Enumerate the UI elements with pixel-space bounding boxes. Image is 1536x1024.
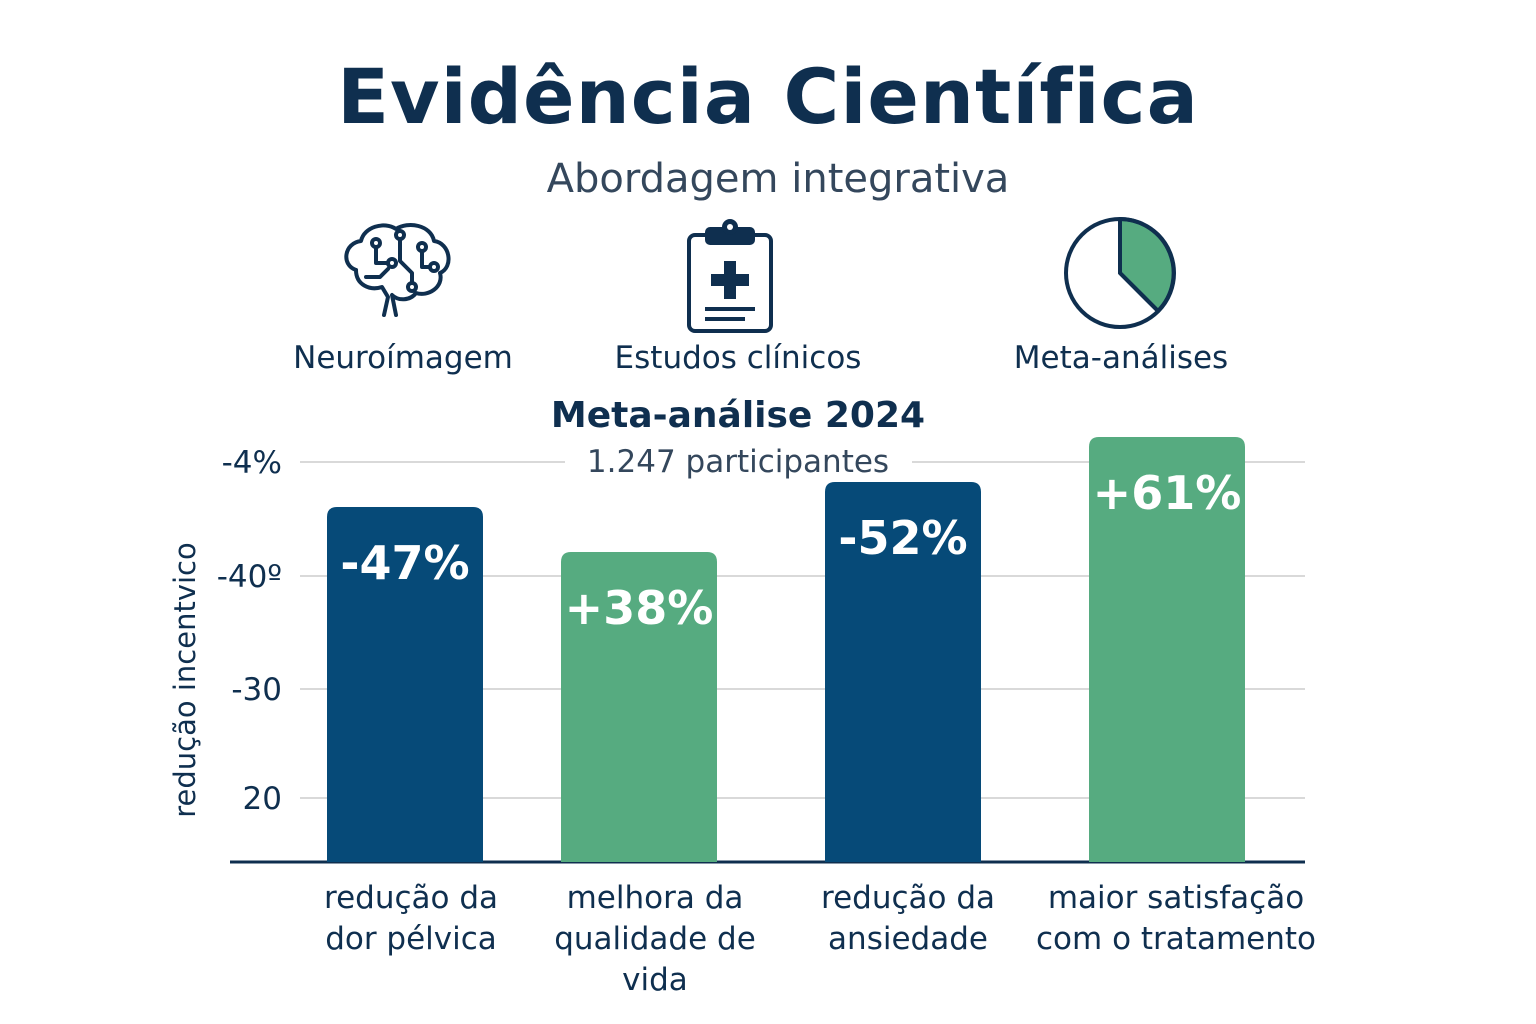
bar xyxy=(561,552,717,862)
x-category-label-line: qualidade de xyxy=(554,921,756,957)
x-category-label-line: maior satisfação xyxy=(1048,880,1304,916)
pie-chart-icon xyxy=(1064,217,1176,329)
x-category-label: redução da dor pélvica xyxy=(324,880,498,957)
page-title: Evidência Científica xyxy=(337,52,1199,141)
bar xyxy=(327,507,483,862)
y-axis-label: redução incentvico xyxy=(168,542,202,817)
chart-subtitle: 1.247 participantes xyxy=(587,444,889,480)
bar-value-label: +61% xyxy=(1093,466,1242,520)
x-category-label-line: redução da xyxy=(324,880,498,916)
y-tick-label: -40º xyxy=(217,559,282,595)
y-tick-label: 20 xyxy=(243,781,282,817)
clipboard-medical-icon xyxy=(687,219,773,333)
bar xyxy=(1089,437,1245,862)
bar xyxy=(825,482,981,862)
chart-title: Meta-análise 2024 xyxy=(551,395,925,436)
x-category-label: melhora da qualidade de vida xyxy=(554,880,756,998)
x-category-label: redução da ansiedade xyxy=(821,880,995,957)
bar-value-label: +38% xyxy=(565,581,714,635)
x-category-label-line: ansiedade xyxy=(828,921,988,957)
y-tick-label: -30 xyxy=(231,672,282,708)
clinical-studies-source xyxy=(580,215,880,337)
x-category-label-line: vida xyxy=(622,962,688,998)
y-tick-label: -4% xyxy=(222,445,282,481)
x-category-label-line: melhora da xyxy=(567,880,744,916)
x-category-label-line: com o tratamento xyxy=(1036,921,1316,957)
neuroimaging-source xyxy=(246,215,546,325)
x-category-label-line: redução da xyxy=(821,880,995,916)
source-label-clinical: Estudos clínicos xyxy=(614,340,862,376)
x-category-label: maior satisfação com o tratamento xyxy=(1036,880,1316,957)
meta-analyses-source xyxy=(970,215,1270,331)
page-subtitle: Abordagem integrativa xyxy=(546,156,1010,202)
brain-icon xyxy=(344,223,451,317)
x-category-label-line: dor pélvica xyxy=(325,921,497,957)
source-label-neuroimaging: Neuroímagem xyxy=(293,340,513,376)
source-label-meta: Meta-análises xyxy=(1013,340,1229,376)
bar-value-label: -52% xyxy=(838,511,967,565)
bar-value-label: -47% xyxy=(340,536,469,590)
